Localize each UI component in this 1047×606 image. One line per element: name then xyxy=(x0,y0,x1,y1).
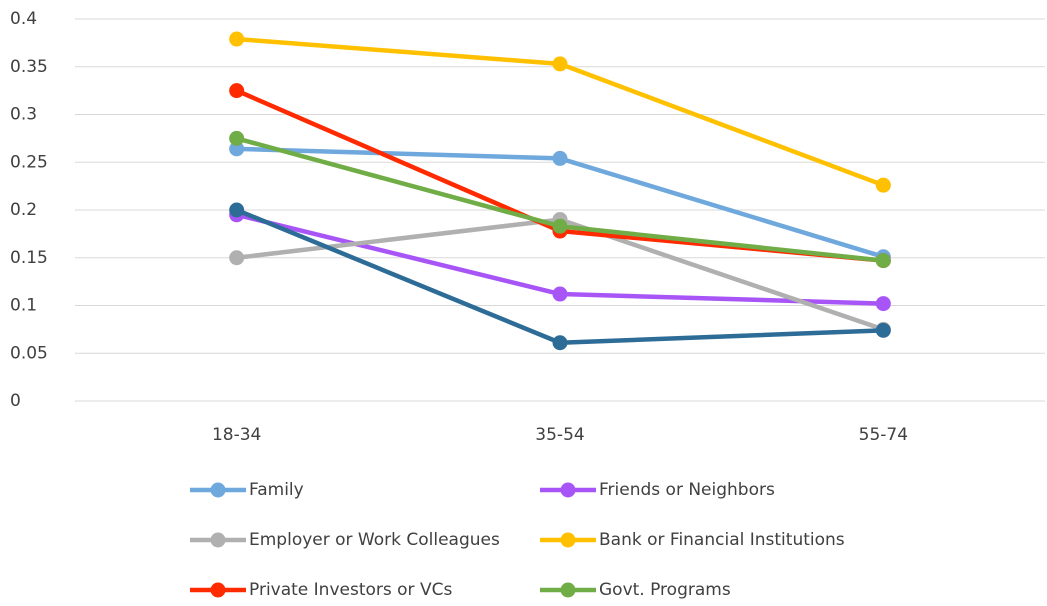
point xyxy=(229,83,245,99)
y-tick-label: 0.05 xyxy=(10,343,48,363)
legend-label: Private Investors or VCs xyxy=(249,580,452,600)
legend-marker xyxy=(560,582,576,598)
legend-label: Govt. Programs xyxy=(599,580,731,600)
point xyxy=(552,56,568,72)
point xyxy=(875,296,891,312)
legend-marker xyxy=(210,532,226,548)
point xyxy=(552,218,568,234)
point xyxy=(552,150,568,166)
x-tick-label: 18-34 xyxy=(212,425,261,445)
point xyxy=(552,286,568,302)
x-tick-label: 35-54 xyxy=(535,425,584,445)
y-tick-label: 0.4 xyxy=(10,9,37,29)
point xyxy=(875,253,891,269)
y-tick-label: 0.35 xyxy=(10,57,48,77)
legend-marker xyxy=(210,482,226,498)
point xyxy=(552,335,568,351)
point xyxy=(875,322,891,338)
x-tick-label: 55-74 xyxy=(859,425,908,445)
point xyxy=(229,250,245,266)
legend-label: Family xyxy=(249,480,304,500)
legend-marker xyxy=(560,482,576,498)
legend-marker xyxy=(560,532,576,548)
legend-label: Employer or Work Colleagues xyxy=(249,530,500,550)
y-tick-label: 0.2 xyxy=(10,200,37,220)
legend-label: Bank or Financial Institutions xyxy=(599,530,845,550)
y-tick-label: 0 xyxy=(10,391,21,411)
point xyxy=(229,202,245,218)
point xyxy=(875,177,891,193)
point xyxy=(229,130,245,146)
point xyxy=(229,31,245,47)
legend-label: Friends or Neighbors xyxy=(599,480,775,500)
y-tick-label: 0.3 xyxy=(10,105,37,125)
y-tick-label: 0.15 xyxy=(10,248,48,268)
point xyxy=(229,141,245,157)
legend-marker xyxy=(210,582,226,598)
y-tick-label: 0.25 xyxy=(10,152,48,172)
y-tick-label: 0.1 xyxy=(10,296,37,316)
